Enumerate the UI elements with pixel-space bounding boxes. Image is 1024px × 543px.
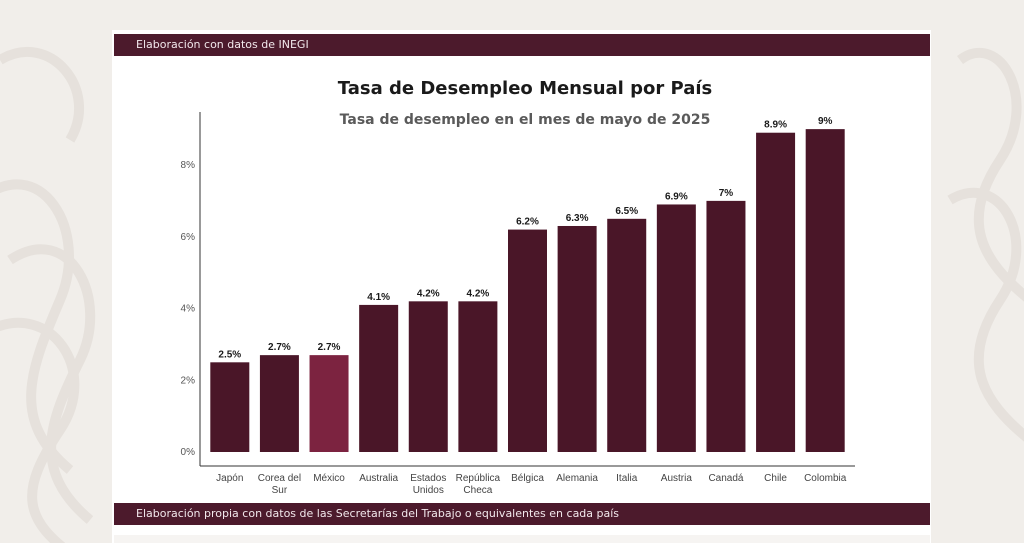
data-label: 6.5% (615, 206, 638, 217)
bar (756, 132, 796, 452)
source-banner-top: Elaboración con datos de INEGI (114, 34, 930, 56)
bar (408, 301, 448, 452)
x-tick-label: Corea del Sur (258, 473, 301, 496)
bar (805, 129, 845, 452)
x-tick-label: Estados Unidos (410, 473, 446, 496)
y-tick-label: 6% (181, 232, 196, 243)
bar (309, 355, 349, 452)
data-label: 6.9% (665, 191, 688, 202)
x-tick-label: Alemania (556, 473, 598, 484)
data-label: 2.7% (268, 342, 291, 353)
bar (458, 301, 498, 452)
y-tick-label: 2% (181, 375, 196, 386)
x-tick-label: Austria (661, 473, 693, 484)
data-label: 4.2% (466, 288, 489, 299)
y-tick-label: 0% (181, 447, 196, 458)
x-tick-label: Canadá (708, 473, 743, 484)
bar (508, 229, 547, 452)
y-tick-label: 4% (181, 304, 196, 315)
x-tick-label: Japón (216, 473, 243, 484)
bar (706, 200, 746, 452)
bar (210, 362, 250, 452)
data-label: 4.2% (417, 288, 440, 299)
data-label: 6.3% (566, 213, 589, 224)
x-tick-label: México (313, 473, 345, 484)
bar (359, 304, 399, 452)
bar (557, 225, 597, 452)
source-banner-bottom: Elaboración propia con datos de las Secr… (114, 503, 930, 525)
data-label: 2.7% (318, 342, 341, 353)
bar (656, 204, 696, 452)
chart-title: Tasa de Desempleo Mensual por País (337, 78, 713, 99)
x-tick-label: Australia (359, 473, 398, 484)
y-tick-label: 8% (181, 160, 196, 171)
x-tick-label: Chile (764, 473, 787, 484)
data-label: 7% (719, 188, 734, 199)
data-label: 4.1% (367, 292, 390, 303)
x-tick-label: Colombia (804, 473, 847, 484)
bar (259, 355, 299, 452)
x-tick-label: Italia (616, 473, 638, 484)
data-label: 6.2% (516, 217, 539, 228)
data-label: 8.9% (764, 120, 787, 131)
chart-subtitle: Tasa de desempleo en el mes de mayo de 2… (339, 112, 711, 128)
x-tick-label: Bélgica (511, 473, 544, 484)
data-label: 2.5% (218, 349, 241, 360)
bar (607, 218, 647, 452)
bottom-strip (114, 535, 930, 543)
x-tick-label: República Checa (456, 473, 501, 496)
data-label: 9% (818, 116, 833, 127)
